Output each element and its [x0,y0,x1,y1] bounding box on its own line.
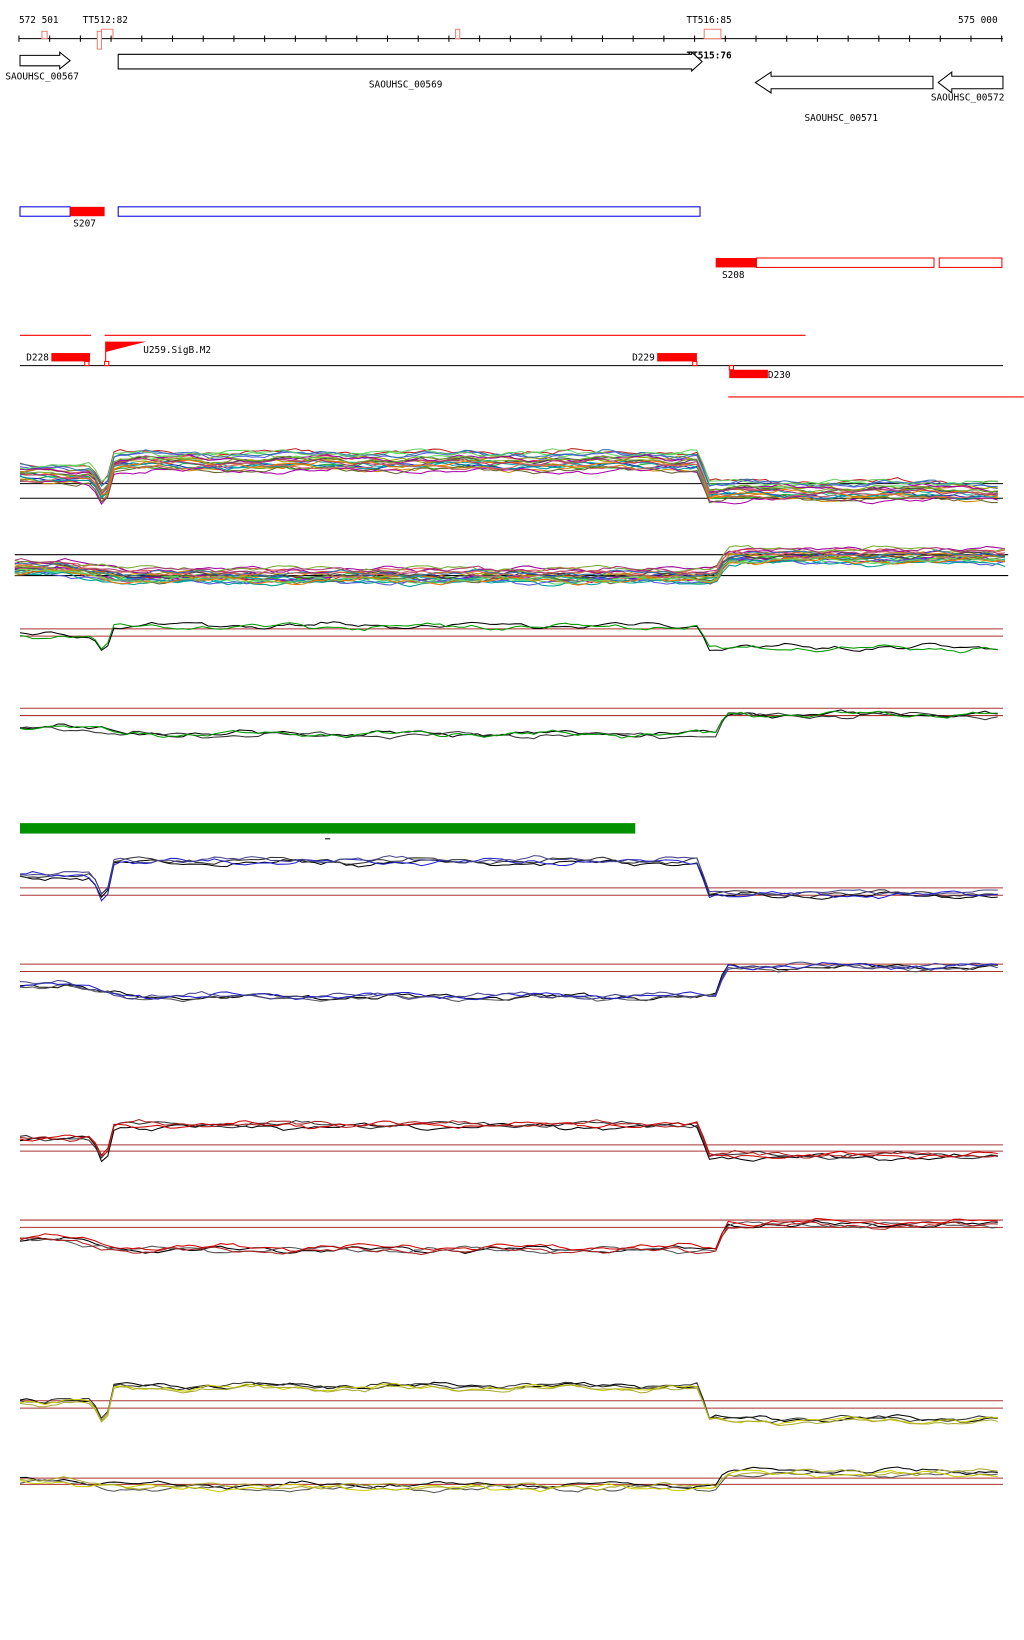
trace [19,1381,998,1424]
trace [19,1384,998,1427]
trace [19,1468,998,1492]
segment [117,206,701,217]
trace [19,963,998,1001]
feature-box [657,353,697,362]
trace [19,855,998,898]
trace [14,549,1006,579]
trace [19,1221,998,1255]
ruler-ticks [18,35,1003,42]
gene-arrows [19,51,1004,95]
trace [19,621,998,652]
terminator-marks [41,28,722,50]
terminator-label: TT512:82 [83,15,128,26]
gene-label: SAOUHSC_00567 [5,71,79,82]
ruler-start: 572 501 [19,15,59,26]
trace [19,1221,998,1256]
trace [19,465,998,504]
feature-label: D229 [632,352,655,363]
trace [19,457,998,496]
trace [19,1382,998,1425]
segment [938,257,1003,268]
terminator-label: TT515:76 [686,50,732,61]
gene-label: SAOUHSC_00572 [931,92,1005,103]
feature-box [51,353,90,362]
trace [19,461,998,501]
ruler-end: 575 000 [958,15,998,26]
segment-label: S207 [73,219,96,230]
feature-label: D228 [26,352,49,363]
trace [19,448,998,486]
segment [19,206,71,217]
green-bar [20,823,636,834]
expression-tracks [14,448,1009,1494]
feature-ticks [84,360,734,371]
gene-label: SAOUHSC_00569 [369,80,443,91]
trace [19,622,998,654]
trace [19,857,998,902]
trace [19,1217,998,1252]
trace [14,547,1006,575]
trace [19,961,998,1001]
trace [19,711,998,740]
segment [755,257,935,268]
trace [19,964,998,1003]
trace [14,555,1006,584]
trace [19,464,998,503]
feature-box [729,369,768,379]
trace [19,459,998,499]
feature-label: U259.SigB.M2 [143,345,211,356]
gene-label: SAOUHSC_00571 [804,113,878,124]
trace [19,1469,998,1493]
terminator-label: TT516:85 [686,15,731,26]
trace [19,1220,998,1254]
trace [19,858,998,900]
feature-label: D230 [768,370,791,381]
segment-fill [715,258,757,268]
trace [19,1119,998,1160]
trace [19,1466,998,1490]
trace [19,710,998,739]
promoter-flag [105,341,147,353]
trace [19,1119,998,1159]
trace [19,961,998,1000]
trace [19,1120,998,1160]
segment-fill [70,206,105,217]
trace [14,558,1006,588]
segment-label: S208 [722,270,745,281]
trace [19,455,998,494]
